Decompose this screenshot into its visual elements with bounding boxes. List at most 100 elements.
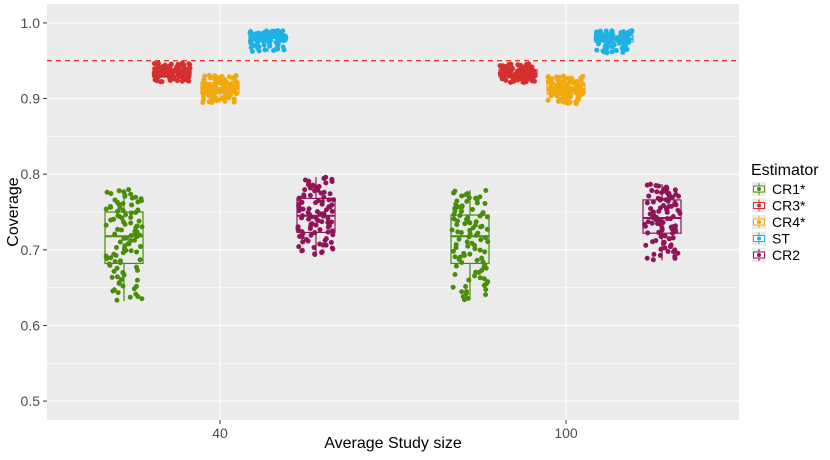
data-point: [327, 191, 333, 197]
data-point: [133, 283, 139, 289]
data-point: [650, 257, 656, 263]
data-point: [482, 201, 488, 207]
box-body: [450, 214, 490, 265]
data-point: [670, 235, 676, 241]
data-point: [319, 199, 325, 205]
data-point: [302, 187, 308, 193]
data-point: [650, 199, 656, 205]
data-point: [668, 242, 674, 248]
data-point: [128, 210, 134, 216]
data-point: [648, 206, 654, 212]
data-point: [168, 61, 174, 67]
data-point: [450, 284, 456, 290]
y-tick-label: 0.6: [21, 317, 41, 333]
data-point: [661, 239, 667, 245]
data-point: [329, 176, 335, 182]
y-axis-title: Coverage: [5, 177, 22, 246]
data-point: [629, 28, 635, 34]
data-point: [175, 61, 181, 67]
data-point: [323, 180, 329, 186]
data-point: [654, 189, 660, 195]
data-point: [479, 223, 485, 229]
data-point: [666, 236, 672, 242]
data-point: [261, 42, 267, 48]
data-point: [451, 216, 457, 222]
data-point: [554, 74, 560, 80]
data-point: [233, 73, 239, 79]
data-point: [115, 226, 121, 232]
data-point: [474, 257, 480, 263]
data-point: [545, 74, 551, 79]
data-point: [465, 215, 471, 221]
data-point: [310, 182, 316, 188]
data-point: [644, 200, 650, 206]
data-point: [109, 274, 115, 280]
data-point: [317, 227, 323, 233]
data-point: [567, 99, 573, 105]
legend-key-point: [757, 253, 761, 257]
data-point: [449, 227, 455, 233]
data-point: [475, 230, 481, 236]
data-point: [672, 200, 678, 206]
data-point: [128, 238, 134, 244]
data-point: [116, 188, 122, 194]
legend-item: ST: [752, 231, 790, 247]
data-point: [209, 97, 215, 103]
data-point: [453, 263, 459, 269]
data-point: [296, 244, 302, 250]
legend-title: Estimator: [751, 162, 819, 179]
data-point: [121, 219, 127, 225]
data-point: [115, 213, 121, 219]
data-point: [111, 216, 117, 222]
data-point: [461, 251, 467, 257]
data-point: [545, 97, 551, 103]
data-point: [675, 207, 681, 213]
data-point: [662, 245, 668, 251]
data-point: [480, 210, 486, 216]
data-point: [672, 254, 678, 260]
data-point: [117, 239, 123, 245]
data-point: [464, 289, 470, 295]
boxplot: [450, 190, 490, 301]
data-point: [231, 96, 237, 102]
data-point: [463, 284, 469, 290]
data-point: [672, 247, 678, 253]
data-point: [672, 187, 678, 193]
data-point: [666, 190, 672, 196]
data-point: [651, 251, 657, 257]
x-tick-label: 40: [212, 425, 228, 441]
data-point: [114, 274, 120, 280]
data-point: [594, 47, 600, 53]
data-point: [664, 184, 670, 190]
data-point: [129, 202, 135, 208]
data-point: [483, 287, 489, 293]
data-point: [111, 287, 117, 293]
data-point: [314, 209, 320, 215]
y-tick-label: 0.5: [21, 393, 41, 409]
legend-label: CR4*: [772, 214, 806, 230]
data-point: [460, 294, 466, 300]
data-point: [219, 73, 225, 79]
data-point: [454, 198, 460, 204]
y-tick-label: 0.8: [21, 166, 41, 182]
legend-item: CR4*: [752, 214, 806, 230]
data-point: [114, 297, 120, 303]
boxplot: [200, 75, 240, 104]
data-point: [645, 219, 651, 225]
x-tick-label: 100: [554, 425, 578, 441]
data-point: [462, 221, 468, 227]
data-point: [646, 193, 652, 199]
legend-label: ST: [772, 231, 790, 247]
data-point: [653, 238, 659, 244]
box-body: [642, 199, 682, 234]
data-point: [202, 73, 208, 79]
data-point: [452, 188, 458, 194]
data-point: [134, 264, 140, 270]
data-point: [673, 191, 679, 197]
data-point: [593, 29, 599, 35]
data-point: [317, 241, 323, 247]
data-point: [133, 291, 139, 297]
data-point: [111, 251, 117, 257]
data-point: [473, 269, 479, 275]
